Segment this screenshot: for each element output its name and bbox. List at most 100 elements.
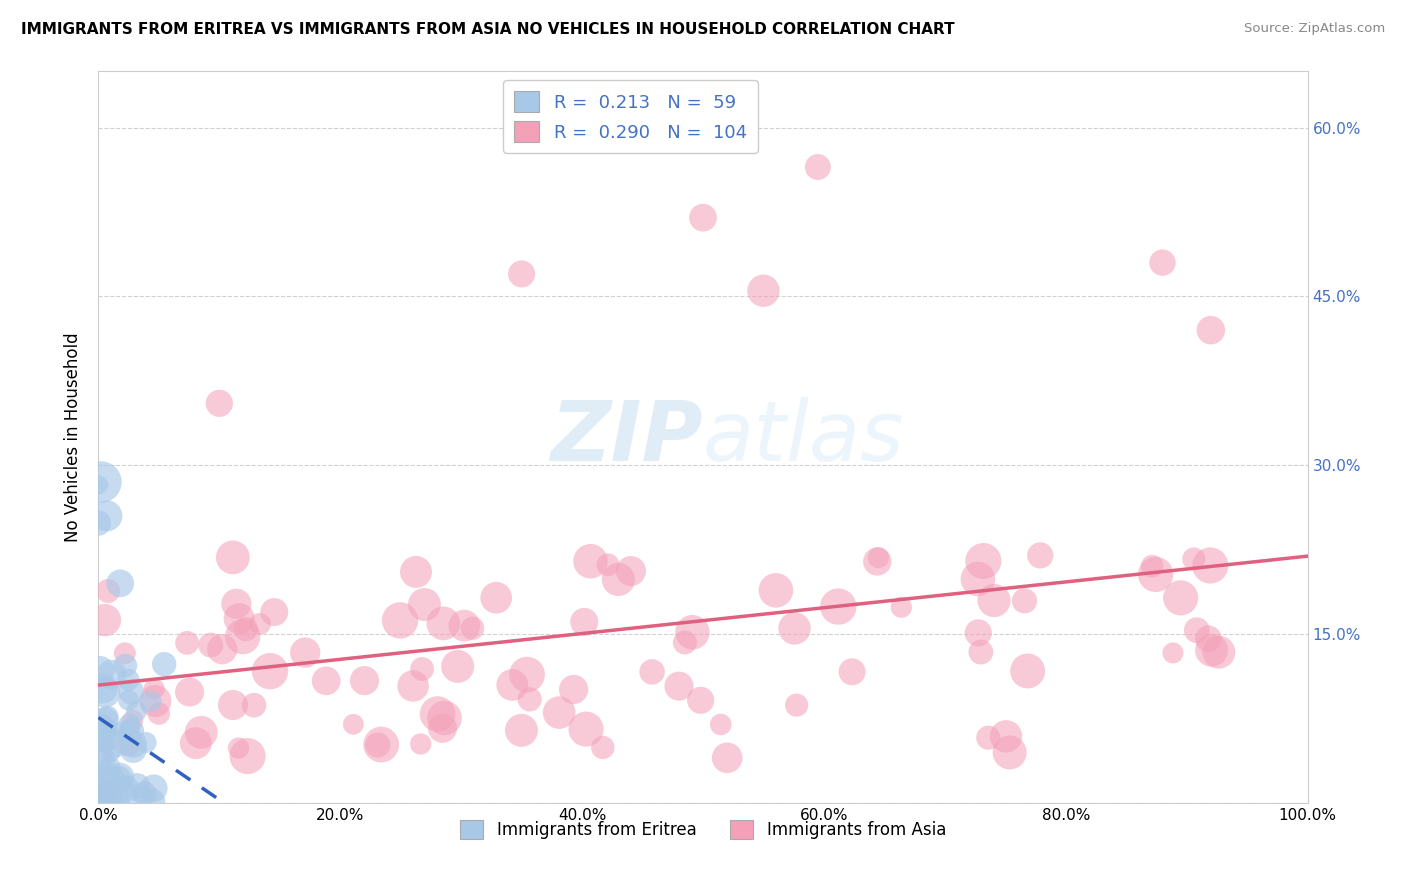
Point bbox=[184, 736, 207, 750]
Point bbox=[122, 742, 145, 756]
Point bbox=[263, 605, 285, 619]
Point bbox=[97, 787, 120, 801]
Point bbox=[118, 724, 141, 739]
Point bbox=[249, 616, 271, 631]
Point bbox=[972, 554, 994, 568]
Point bbox=[97, 710, 120, 724]
Text: ZIP: ZIP bbox=[550, 397, 703, 477]
Point bbox=[111, 723, 134, 738]
Point bbox=[402, 679, 425, 693]
Point bbox=[1029, 549, 1052, 563]
Point bbox=[575, 722, 598, 736]
Point bbox=[827, 599, 849, 614]
Point bbox=[447, 659, 470, 673]
Point bbox=[89, 781, 111, 796]
Point bbox=[98, 760, 121, 774]
Point bbox=[94, 790, 117, 805]
Point bbox=[689, 693, 711, 707]
Point bbox=[87, 780, 110, 795]
Point bbox=[93, 772, 115, 786]
Point bbox=[96, 790, 118, 805]
Point bbox=[121, 723, 143, 738]
Point bbox=[97, 785, 120, 799]
Point bbox=[222, 550, 245, 565]
Point bbox=[98, 772, 121, 787]
Point bbox=[143, 681, 166, 696]
Point bbox=[1161, 646, 1184, 660]
Point bbox=[1144, 567, 1167, 582]
Point bbox=[485, 591, 508, 605]
Point bbox=[117, 693, 139, 707]
Point bbox=[592, 740, 614, 755]
Point bbox=[783, 621, 806, 635]
Point bbox=[405, 565, 427, 579]
Point bbox=[89, 733, 111, 747]
Point bbox=[228, 611, 250, 625]
Point bbox=[120, 684, 142, 698]
Point bbox=[1182, 552, 1205, 566]
Point bbox=[1197, 632, 1219, 646]
Point bbox=[579, 554, 602, 568]
Point bbox=[100, 667, 122, 681]
Point bbox=[108, 770, 131, 784]
Text: Source: ZipAtlas.com: Source: ZipAtlas.com bbox=[1244, 22, 1385, 36]
Point bbox=[620, 564, 643, 578]
Point bbox=[100, 746, 122, 760]
Point bbox=[596, 558, 619, 572]
Point bbox=[232, 630, 254, 644]
Point bbox=[1185, 624, 1208, 638]
Point bbox=[890, 600, 912, 615]
Point bbox=[100, 781, 122, 796]
Point bbox=[641, 665, 664, 679]
Point bbox=[208, 396, 231, 410]
Point bbox=[673, 635, 696, 649]
Point bbox=[108, 576, 131, 591]
Point bbox=[153, 657, 176, 672]
Point bbox=[89, 664, 111, 678]
Point bbox=[413, 598, 436, 612]
Point bbox=[692, 211, 714, 225]
Point bbox=[127, 779, 149, 793]
Point bbox=[970, 645, 993, 659]
Text: IMMIGRANTS FROM ERITREA VS IMMIGRANTS FROM ASIA NO VEHICLES IN HOUSEHOLD CORRELA: IMMIGRANTS FROM ERITREA VS IMMIGRANTS FR… bbox=[21, 22, 955, 37]
Point bbox=[143, 694, 166, 708]
Point bbox=[807, 160, 830, 174]
Point bbox=[142, 781, 165, 796]
Point bbox=[1170, 591, 1192, 605]
Point bbox=[243, 698, 266, 713]
Point bbox=[501, 678, 523, 692]
Point bbox=[411, 662, 433, 676]
Point bbox=[176, 636, 198, 650]
Point bbox=[1140, 559, 1163, 574]
Point bbox=[409, 737, 432, 751]
Point bbox=[259, 664, 281, 678]
Point bbox=[1201, 643, 1223, 657]
Legend: Immigrants from Eritrea, Immigrants from Asia: Immigrants from Eritrea, Immigrants from… bbox=[454, 814, 952, 846]
Point bbox=[135, 735, 157, 749]
Point bbox=[607, 573, 630, 587]
Point bbox=[94, 714, 117, 728]
Point bbox=[236, 749, 259, 764]
Point bbox=[432, 721, 454, 735]
Point bbox=[118, 717, 141, 731]
Point bbox=[461, 621, 484, 635]
Point bbox=[114, 783, 136, 797]
Point bbox=[121, 714, 143, 728]
Point bbox=[510, 723, 533, 738]
Point bbox=[139, 694, 162, 708]
Point bbox=[967, 572, 990, 586]
Point bbox=[90, 770, 112, 784]
Point bbox=[141, 795, 163, 809]
Point bbox=[866, 554, 889, 568]
Point bbox=[114, 646, 136, 660]
Point bbox=[134, 786, 156, 800]
Point bbox=[122, 737, 145, 751]
Point bbox=[228, 741, 250, 756]
Point bbox=[91, 681, 114, 696]
Point bbox=[103, 737, 125, 751]
Point bbox=[97, 722, 120, 736]
Point bbox=[294, 646, 316, 660]
Point bbox=[516, 667, 538, 681]
Point bbox=[994, 729, 1017, 743]
Point bbox=[342, 717, 364, 731]
